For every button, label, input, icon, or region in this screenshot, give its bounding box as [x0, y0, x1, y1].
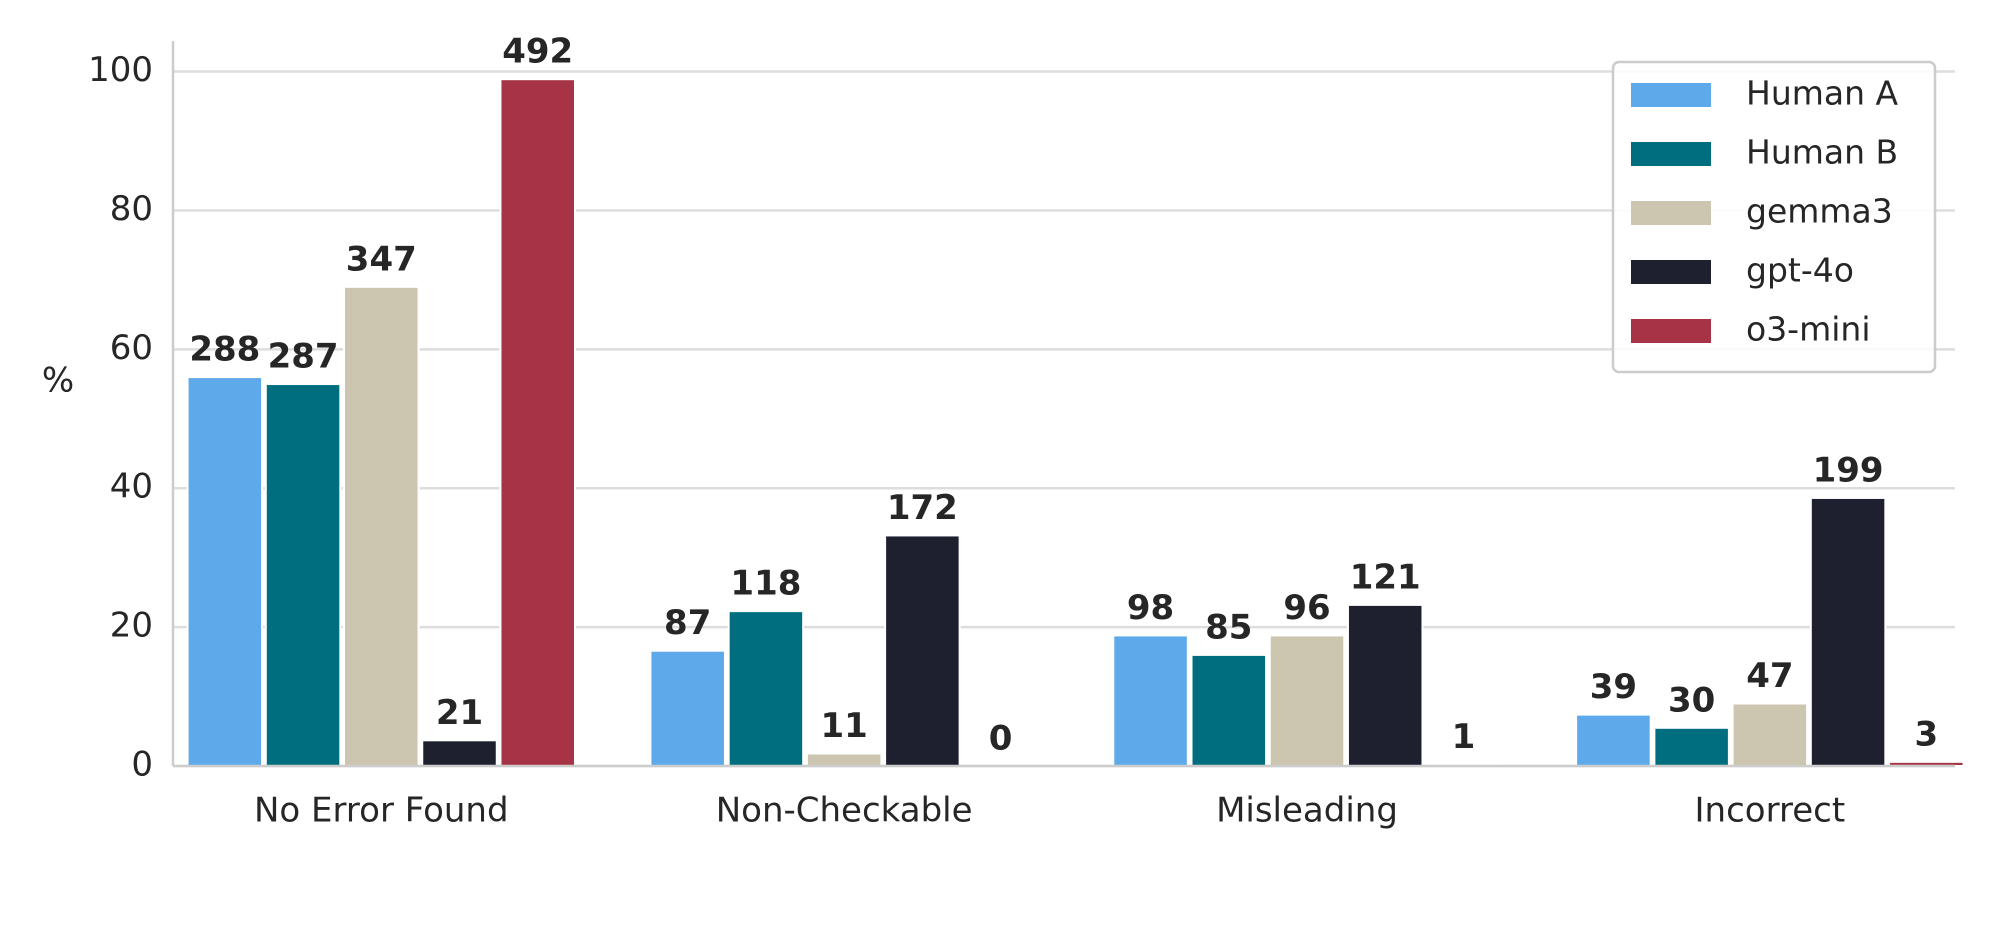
count-label: 98 [1127, 588, 1174, 628]
bar [343, 285, 420, 767]
bar [805, 752, 883, 767]
bar [1112, 634, 1189, 768]
bar [499, 78, 576, 767]
count-label: 30 [1668, 680, 1715, 720]
y-tick-label: 80 [110, 189, 153, 229]
y-tick-label: 20 [110, 606, 153, 646]
y-tick-label: 40 [110, 467, 153, 507]
bar [649, 649, 726, 768]
count-label: 47 [1746, 656, 1793, 696]
count-label: 21 [436, 693, 483, 733]
count-label: 3 [1914, 714, 1938, 754]
bar [1731, 702, 1809, 767]
count-label: 118 [730, 564, 801, 604]
bar [1190, 653, 1268, 768]
bar [421, 739, 498, 767]
legend-label: o3-mini [1746, 310, 1871, 349]
y-tick-label: 0 [131, 745, 153, 785]
count-label: 121 [1350, 557, 1421, 597]
count-label: 492 [502, 32, 573, 72]
legend-swatch [1631, 319, 1711, 343]
legend-swatch [1631, 260, 1711, 284]
x-tick-label: No Error Found [254, 791, 509, 831]
count-label: 288 [189, 330, 260, 370]
x-tick-label: Misleading [1216, 791, 1398, 831]
y-tick-label: 100 [88, 50, 153, 90]
y-axis-label: % [42, 361, 74, 401]
bar [1653, 726, 1730, 767]
bar [264, 383, 342, 767]
count-label: 85 [1205, 607, 1252, 647]
legend-label: Human B [1746, 133, 1898, 172]
legend-label: gemma3 [1746, 192, 1893, 231]
bar [1346, 603, 1424, 768]
count-label: 87 [664, 603, 711, 643]
legend-swatch [1631, 142, 1711, 166]
legend-swatch [1631, 201, 1711, 225]
bar [1575, 713, 1652, 767]
count-label: 39 [1590, 667, 1637, 707]
count-label: 0 [989, 719, 1013, 759]
legend-swatch [1631, 83, 1711, 107]
count-label: 1 [1452, 717, 1476, 757]
count-label: 199 [1813, 450, 1884, 490]
legend-label: Human A [1746, 74, 1899, 113]
x-tick-label: Non-Checkable [716, 791, 973, 831]
legend-box [1611, 60, 1937, 374]
bar [186, 376, 264, 767]
count-label: 172 [887, 488, 958, 528]
count-label: 347 [346, 239, 417, 279]
x-tick-label: Incorrect [1695, 791, 1846, 831]
legend-label: gpt-4o [1746, 251, 1854, 290]
bar [727, 610, 805, 768]
bar [884, 534, 961, 768]
bar [1809, 496, 1887, 767]
count-label: 287 [268, 337, 339, 377]
bar [1268, 634, 1346, 768]
count-label: 11 [820, 706, 867, 746]
count-label: 96 [1283, 588, 1330, 628]
y-tick-label: 60 [110, 328, 153, 368]
